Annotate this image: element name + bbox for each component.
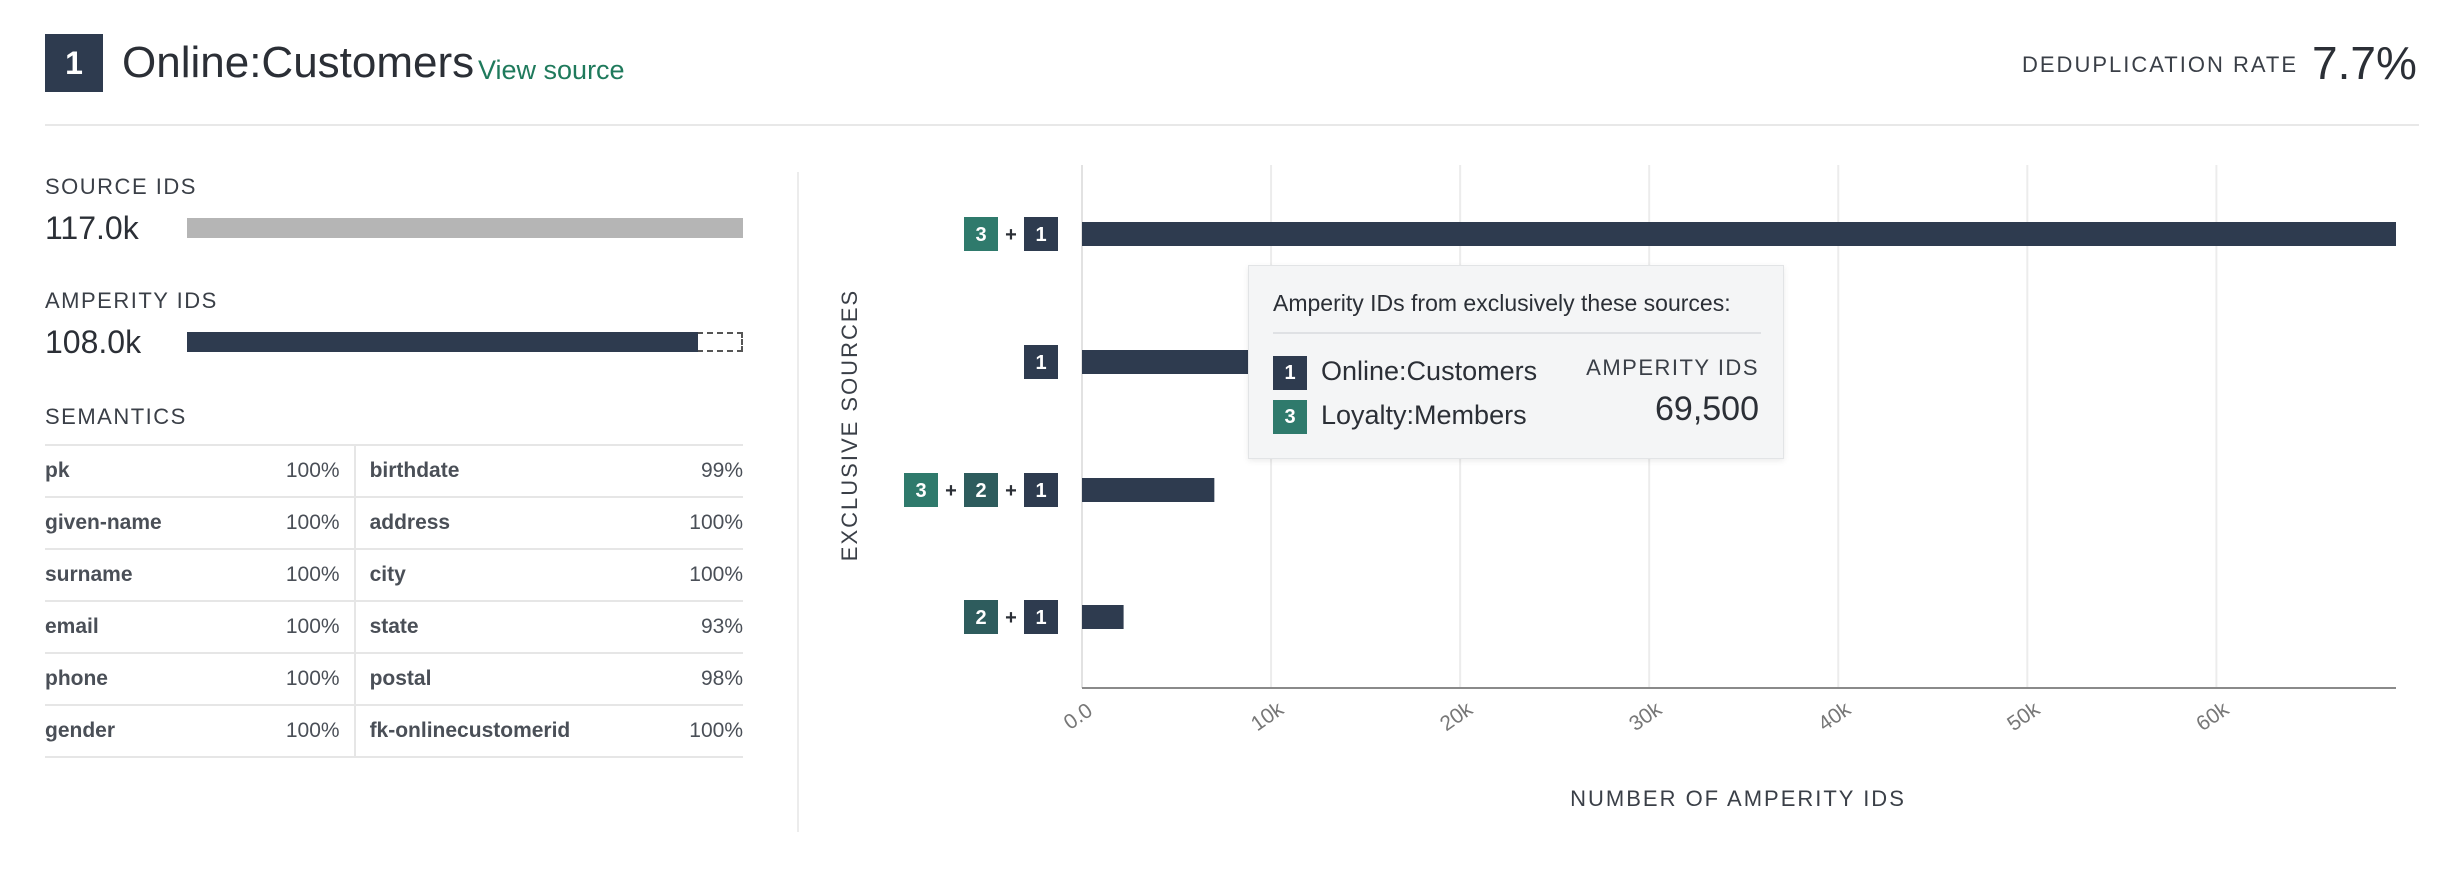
source-badge-number: 1 [1035,224,1046,246]
page-title: Online:Customers [122,38,475,87]
x-tick-label: 10k [1247,697,1288,736]
semantic-name: gender [45,705,262,758]
semantic-name: address [354,497,659,550]
source-badge-number: 1 [1035,352,1046,374]
semantics-row: pk 100% birthdate 99% [45,444,743,498]
tooltip-source-badge: 1 [1273,356,1307,390]
tooltip-heading: Amperity IDs from exclusively these sour… [1273,290,1731,316]
plus-sign: + [945,480,957,502]
semantics-table: pk 100% birthdate 99% given-name 100% address 1… [45,444,743,758]
view-source-link[interactable]: View source [478,55,625,85]
tooltip-divider [1273,332,1761,334]
semantic-name: given-name [45,497,262,550]
semantics-row: email 100% state 93% [45,601,743,654]
header-divider [45,124,2419,126]
source-badge-number: 2 [975,607,986,629]
panel-divider [797,172,799,832]
source-ids-bar [187,218,743,238]
tooltip-amperity-ids-label: AMPERITY IDS [1586,355,1759,380]
source-ids-value: 117.0k [45,210,139,246]
source-badge [1024,217,1058,251]
plus-sign: + [1005,607,1017,629]
semantic-coverage: 100% [261,444,356,498]
semantic-coverage: 100% [261,653,356,706]
amperity-ids-label: AMPERITY IDS [45,288,218,313]
plus-sign: + [1005,224,1017,246]
source-badge [964,473,998,507]
x-tick-label: 40k [1814,697,1855,736]
x-axis-title: NUMBER OF AMPERITY IDS [1570,786,1906,811]
semantic-name: state [354,601,659,654]
source-badge-number: 3 [915,480,926,502]
dedup-rate-value: 7.7% [2312,37,2417,89]
bar [1082,222,2396,246]
tooltip-source-name: Loyalty:Members [1321,400,1527,430]
semantic-name: fk-onlinecustomerid [354,705,659,758]
bar [1082,605,1124,629]
x-tick-label: 0.0 [1060,699,1097,735]
source-badge [964,217,998,251]
semantic-coverage: 100% [658,497,743,550]
source-badge-number: 3 [975,224,986,246]
semantic-name: phone [45,653,262,706]
source-badge [1024,473,1058,507]
bar [1082,350,1253,374]
chart-tooltip: Amperity IDs from exclusively these sour… [1248,265,1784,459]
semantic-name: birthdate [354,444,659,498]
x-tick-label: 60k [2192,697,2233,736]
source-badge-number: 2 [975,480,986,502]
semantic-coverage: 100% [658,549,743,602]
source-badge-number: 1 [1035,480,1046,502]
semantic-coverage: 100% [261,601,356,654]
semantic-name: pk [45,444,262,498]
semantic-coverage: 98% [658,653,743,706]
source-badge [1024,600,1058,634]
semantic-name: postal [354,653,659,706]
semantic-coverage: 100% [658,705,743,758]
tooltip-source-name: Online:Customers [1321,356,1538,386]
source-number-badge: 1 [45,34,103,92]
amperity-ids-bar [187,332,743,352]
tooltip-amperity-ids-value: 69,500 [1655,390,1759,428]
semantic-coverage: 99% [658,444,743,498]
x-tick-label: 30k [1625,697,1666,736]
semantic-coverage: 93% [658,601,743,654]
source-ids-bar-fill [187,218,743,238]
semantics-row: surname 100% city 100% [45,549,743,602]
source-ids-label: SOURCE IDS [45,174,197,199]
x-tick-label: 50k [2003,697,2044,736]
semantics-row: phone 100% postal 98% [45,653,743,706]
semantic-name: city [354,549,659,602]
semantic-coverage: 100% [261,705,356,758]
x-tick-label: 20k [1436,697,1477,736]
bar [1082,478,1215,502]
semantics-label: SEMANTICS [45,404,187,429]
source-badge-number: 1 [1035,607,1046,629]
source-badge [964,600,998,634]
semantic-name: surname [45,549,262,602]
semantic-coverage: 100% [261,497,356,550]
amperity-ids-bar-fill [187,332,699,352]
source-badge [904,473,938,507]
semantic-coverage: 100% [261,549,356,602]
dedup-rate-label: DEDUPLICATION RATE [2022,52,2298,77]
semantic-name: email [45,601,262,654]
semantics-row: given-name 100% address 100% [45,497,743,550]
semantics-row: gender 100% fk-onlinecustomerid 100% [45,705,743,758]
source-badge [1024,345,1058,379]
tooltip-source-badge: 3 [1273,400,1307,434]
plus-sign: + [1005,480,1017,502]
amperity-ids-value: 108.0k [45,324,142,360]
